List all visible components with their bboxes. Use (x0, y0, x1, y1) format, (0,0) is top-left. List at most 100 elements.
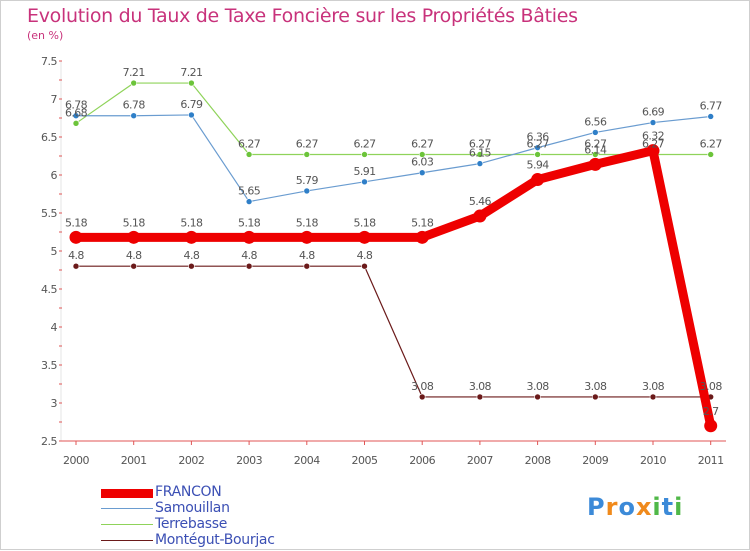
data-point-montegut-bourjac (303, 262, 311, 270)
series-line-samouillan (75, 114, 712, 203)
legend-label-francon: FRANCON (155, 484, 222, 500)
data-label-samouillan: 5.91 (353, 165, 375, 178)
y-tick-label: 4 (51, 321, 58, 334)
y-tick-label: 6 (51, 169, 58, 182)
legend-swatch-samouillan (101, 508, 153, 509)
x-tick-label: 2000 (63, 454, 89, 467)
data-point-terrebasse (303, 151, 311, 158)
data-point-montegut-bourjac (534, 393, 541, 401)
data-point-francon (646, 144, 660, 158)
legend-swatch-terrebasse (101, 524, 153, 525)
x-tick-label: 2004 (294, 454, 320, 467)
data-label-samouillan: 6.77 (700, 99, 723, 112)
data-label-francon: 5.94 (527, 159, 550, 172)
data-point-francon (184, 230, 198, 244)
data-label-terrebasse: 6.68 (65, 106, 88, 119)
y-tick-label: 6.5 (41, 131, 57, 144)
data-label-montegut-bourjac: 4.8 (357, 249, 373, 262)
y-tick-label: 5 (51, 245, 58, 258)
data-point-montegut-bourjac (418, 393, 426, 401)
data-point-francon (588, 157, 602, 171)
data-point-montegut-bourjac (245, 262, 253, 270)
y-tick-label: 2.5 (41, 435, 57, 448)
data-label-montegut-bourjac: 4.8 (126, 249, 142, 262)
proxiti-logo: Proxiti (587, 493, 683, 521)
x-tick-label: 2010 (640, 454, 666, 467)
x-tick-label: 2003 (236, 454, 262, 467)
data-point-francon (300, 230, 314, 244)
data-label-terrebasse: 6.27 (296, 137, 319, 150)
data-point-francon (415, 230, 429, 244)
logo-letter: P (587, 493, 606, 521)
x-tick-label: 2002 (178, 454, 204, 467)
data-label-francon: 5.18 (411, 216, 434, 229)
data-label-samouillan: 5.79 (296, 174, 319, 187)
legend-item-terrebasse: Terrebasse (101, 516, 341, 533)
data-label-terrebasse: 6.27 (584, 137, 607, 150)
legend-label-montegut-bourjac: Montégut-Bourjac (155, 532, 275, 548)
data-point-montegut-bourjac (649, 393, 657, 401)
x-tick-label: 2007 (467, 454, 493, 467)
data-point-francon (242, 230, 256, 244)
data-label-francon: 5.46 (469, 195, 492, 208)
series-line-francon (71, 146, 716, 431)
y-tick-label: 3.5 (41, 359, 57, 372)
data-label-montegut-bourjac: 4.8 (184, 249, 200, 262)
data-point-terrebasse (591, 151, 599, 158)
data-point-terrebasse (245, 151, 253, 158)
data-point-samouillan (130, 112, 137, 120)
data-point-samouillan (72, 112, 80, 120)
data-point-terrebasse (361, 151, 368, 158)
data-label-samouillan: 6.78 (65, 99, 88, 112)
data-label-montegut-bourjac: 3.08 (584, 380, 607, 393)
data-point-samouillan (591, 129, 599, 136)
data-label-terrebasse: 6.27 (411, 137, 434, 150)
data-label-francon: 5.18 (180, 216, 203, 229)
data-point-terrebasse (476, 151, 484, 158)
data-point-terrebasse (707, 151, 715, 158)
logo-letter: i (674, 493, 684, 521)
data-point-samouillan (649, 119, 657, 126)
data-label-terrebasse: 6.27 (469, 137, 492, 150)
legend-swatch-montegut-bourjac (101, 540, 153, 541)
data-point-francon (704, 419, 718, 433)
data-label-terrebasse: 7.21 (123, 66, 145, 79)
data-point-francon (531, 173, 545, 187)
x-tick-label: 2006 (409, 454, 435, 467)
data-label-terrebasse: 6.27 (700, 137, 723, 150)
data-point-francon (358, 230, 371, 244)
data-point-terrebasse (130, 79, 137, 87)
data-label-francon: 5.18 (65, 216, 88, 229)
data-point-samouillan (707, 113, 715, 120)
data-point-montegut-bourjac (72, 262, 80, 270)
x-tick-label: 2008 (525, 454, 551, 467)
x-tick-label: 2011 (698, 454, 724, 467)
data-label-terrebasse: 7.21 (180, 66, 202, 79)
x-tick-label: 2009 (582, 454, 608, 467)
axes: 2.5 3 3.5 4 4.5 5 5.5 6 6.5 7 7.5 2000 2001 2002 2003 2… (41, 55, 726, 467)
data-point-terrebasse (418, 151, 426, 158)
x-tick-label: 2005 (352, 454, 378, 467)
data-point-samouillan (476, 160, 484, 167)
data-point-samouillan (534, 144, 541, 151)
data-label-montegut-bourjac: 3.08 (527, 380, 550, 393)
data-point-terrebasse (188, 79, 195, 87)
series-line-montegut-bourjac (75, 265, 712, 398)
data-point-terrebasse (72, 120, 80, 127)
legend-item-samouillan: Samouillan (101, 500, 341, 517)
data-label-montegut-bourjac: 4.8 (299, 249, 315, 262)
data-point-francon (127, 230, 141, 244)
x-tick-label: 2001 (121, 454, 147, 467)
data-point-francon (473, 209, 487, 223)
data-label-montegut-bourjac: 4.8 (241, 249, 257, 262)
data-point-terrebasse (534, 151, 541, 158)
data-label-montegut-bourjac: 3.08 (642, 380, 665, 393)
data-point-montegut-bourjac (591, 393, 599, 401)
data-label-terrebasse: 6.27 (353, 137, 376, 150)
data-point-montegut-bourjac (361, 262, 368, 270)
data-label-samouillan: 6.15 (469, 147, 492, 160)
data-point-samouillan (303, 187, 311, 195)
data-label-francon: 5.18 (353, 216, 376, 229)
data-labels: 4.8 4.8 4.8 4.8 4.8 4.8 3.08 3.08 3.08 3.08 3.08 3.… (65, 66, 723, 418)
